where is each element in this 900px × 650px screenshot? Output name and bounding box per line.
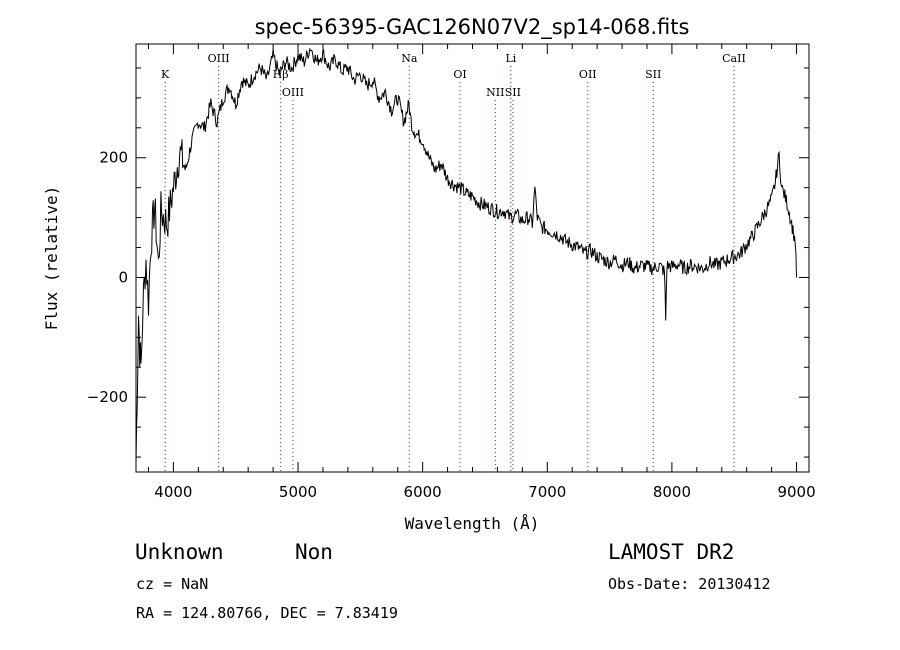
spectrum-line [135,47,797,464]
y-tick-label: 200 [99,149,128,167]
line-marker-label: Na [401,52,418,65]
x-tick-label: 8000 [653,483,691,501]
y-axis-label: Flux (relative) [42,186,61,331]
y-tick-label: 0 [118,268,128,286]
plot-frame [135,43,810,473]
line-marker-label: OIII [208,52,230,65]
line-marker-label: OII [579,68,597,81]
line-marker-label: Hβ [273,68,289,81]
x-tick-label: 7000 [528,483,566,501]
x-tick-label: 5000 [279,483,317,501]
spectral-class: Unknown [135,540,224,564]
chart-title: spec-56395-GAC126N07V2_sp14-068.fits [255,15,690,40]
line-marker-label: K [161,68,170,81]
y-tick-label: −200 [87,388,128,406]
x-tick-label: 9000 [777,483,815,501]
x-axis-label: Wavelength (Å) [405,514,540,533]
x-tick-label: 6000 [404,483,442,501]
spectral-subclass: Non [295,540,333,564]
line-marker-label: SII [505,86,521,99]
observation-date: Obs-Date: 20130412 [608,575,771,593]
emission-line-markers: K OIII Hβ OIII Na OI NII Li SII OII SII CaII [161,52,746,472]
coordinates: RA = 124.80766, DEC = 7.83419 [136,604,398,622]
line-marker-label: OI [453,68,466,81]
redshift-value: cz = NaN [136,575,209,593]
line-marker-label: SII [645,68,661,81]
line-marker-label: OIII [282,86,304,99]
line-marker-label: CaII [722,52,746,65]
axis-ticks: 4000 5000 6000 7000 8000 9000 −200 0 200 [87,44,816,501]
line-marker-label: Li [505,52,516,65]
survey-name: LAMOST DR2 [608,540,735,564]
x-tick-label: 4000 [154,483,192,501]
line-marker-label: NII [486,86,504,99]
